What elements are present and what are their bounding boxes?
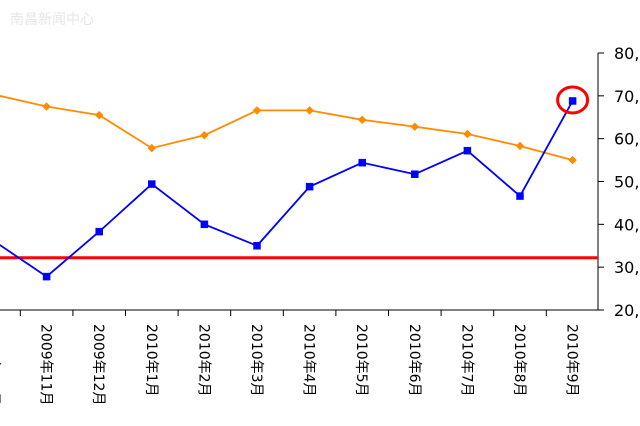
series-2-point [411,170,419,178]
series-1-point [515,141,525,151]
series-2-point [568,97,577,105]
y-tick-label: 20, [614,301,639,320]
series-1-point [94,110,104,120]
series-2-point [253,242,261,250]
x-category-label: 2010年2月 [195,324,211,397]
series-2-point [95,227,103,236]
x-category-label: 2010年4月 [301,324,317,397]
series-1-point [147,143,157,153]
series-2-point [305,182,314,191]
x-category-label: 2010年6月 [406,324,422,397]
x-category-label: 2010年7月 [458,324,474,397]
series-2-point [358,158,366,167]
x-category-label: 2010年3月 [248,324,264,397]
series-1-point [200,130,209,140]
series-1-point [305,106,314,115]
series-1-point [42,102,51,111]
highlight-circle [556,85,590,115]
series-2-point [42,272,51,281]
y-tick-label: 80, [614,44,639,63]
x-category-label: 2009年12月 [90,324,106,405]
x-category-label: 2010年5月 [353,324,369,397]
series-2-point [200,220,209,229]
x-category-label: 2009年11月 [38,324,54,405]
x-category-label: 2010年9月 [564,324,580,397]
series-2-line [0,100,574,278]
x-category-label: 2009年10月 [0,324,1,405]
series-1-line [0,94,573,161]
series-1-point [357,115,367,125]
series-2-point [463,146,472,155]
series-1-point [568,155,577,165]
y-tick-label: 40, [614,215,639,234]
x-category-label: 2010年8月 [511,324,527,397]
series-1-point [252,106,262,115]
series-1-point [410,122,420,132]
series-2-point [516,192,524,200]
y-tick-label: 30, [614,258,639,277]
y-tick-label: 50, [614,173,639,192]
series-1-point [463,129,472,139]
x-category-label: 2010年1月 [143,324,159,397]
y-tick-label: 60, [614,130,639,149]
series-2-point [148,180,156,188]
watermark-text: 南昌新闻中心 [10,12,94,28]
y-tick-label: 70, [614,87,639,106]
